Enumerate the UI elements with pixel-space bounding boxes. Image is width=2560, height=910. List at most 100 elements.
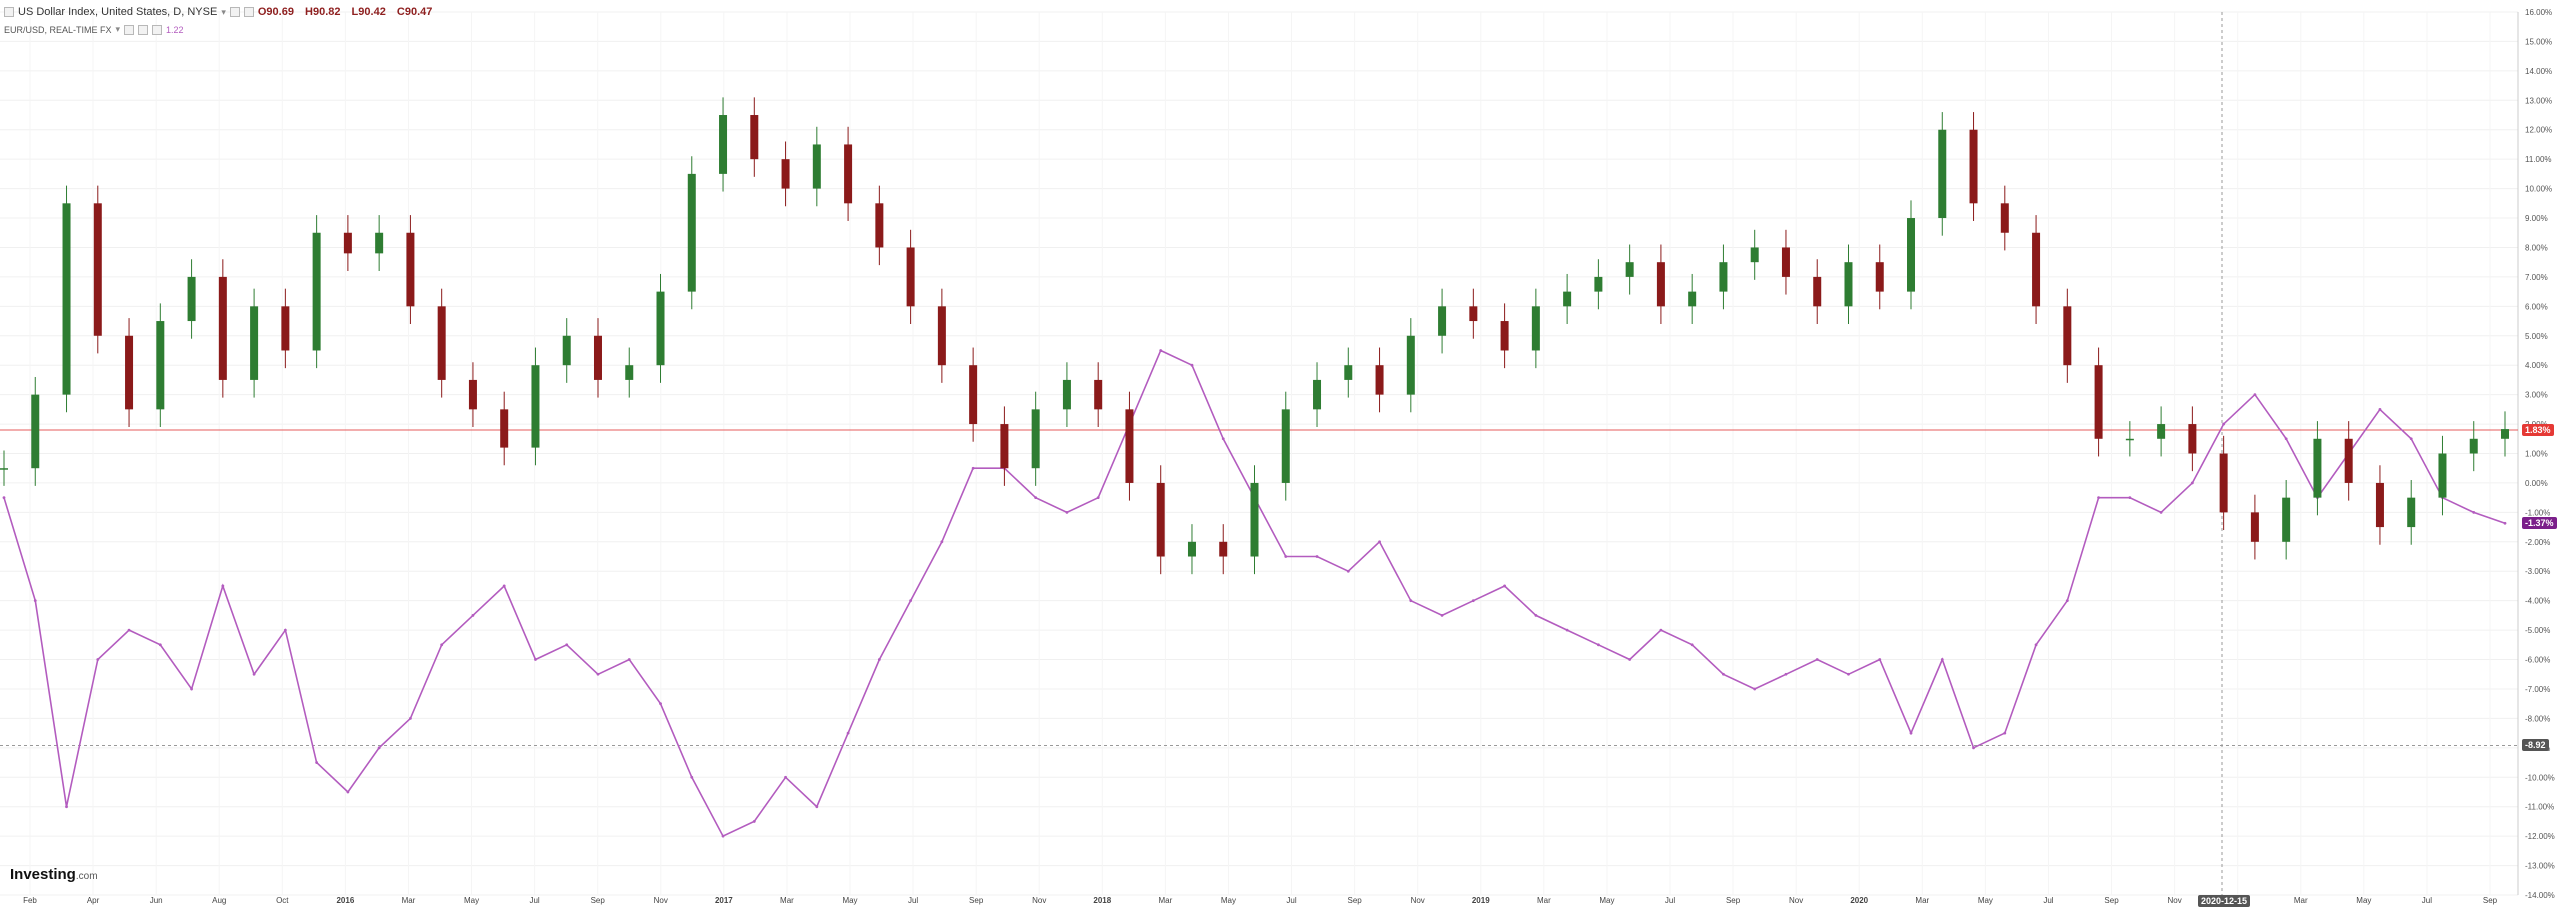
- close-icon[interactable]: [243, 7, 254, 17]
- candle: [2282, 479, 2291, 560]
- candle-body: [1187, 541, 1196, 557]
- x-tick-label: Sep: [969, 896, 984, 905]
- close-icon[interactable]: [152, 24, 163, 35]
- candle: [2000, 185, 2009, 251]
- candle-body: [2344, 438, 2353, 483]
- hide-icon[interactable]: [138, 24, 149, 35]
- eurusd-point: [2003, 731, 2007, 735]
- x-tick-label: Oct: [276, 896, 289, 905]
- candle-body: [187, 276, 196, 322]
- eurusd-point: [65, 805, 68, 809]
- candle: [2094, 347, 2103, 457]
- candle: [0, 450, 8, 486]
- candle-body: [1000, 424, 1009, 469]
- y-tick-label: 15.00%: [2525, 37, 2552, 46]
- eurusd-point: [1284, 555, 1288, 558]
- y-tick-label: -14.00%: [2525, 891, 2555, 900]
- candle-body: [2125, 438, 2134, 441]
- chevron-down-icon[interactable]: ▾: [115, 24, 121, 34]
- eurusd-point: [471, 613, 475, 617]
- candle-body: [781, 159, 790, 189]
- y-tick-label: 8.00%: [2525, 243, 2548, 252]
- x-tick-label: Sep: [1347, 896, 1362, 905]
- candle-body: [1344, 365, 1353, 380]
- y-tick-label: 0.00%: [2525, 479, 2548, 488]
- eurusd-point: [721, 834, 725, 838]
- candle: [1187, 524, 1196, 575]
- x-tick-label: May: [464, 896, 479, 905]
- x-tick-label: 2019: [1472, 896, 1490, 905]
- y-tick-label: -7.00%: [2525, 685, 2550, 694]
- candle: [2250, 494, 2259, 560]
- candle-body: [2094, 365, 2103, 439]
- eurusd-point: [2472, 510, 2476, 514]
- eurusd-point: [1315, 555, 1319, 558]
- last-price-tag: 1.83%: [2522, 423, 2554, 436]
- chevron-down-icon[interactable]: ▾: [221, 6, 226, 17]
- candle-body: [93, 203, 102, 336]
- eurusd-point: [1346, 569, 1350, 573]
- candle-body: [1907, 218, 1916, 292]
- candle: [1031, 391, 1040, 486]
- y-tick-label: -10.00%: [2525, 773, 2555, 782]
- eurusd-point: [1440, 613, 1444, 617]
- candle: [719, 97, 728, 192]
- candle: [562, 318, 571, 383]
- x-tick-label: Nov: [1032, 896, 1046, 905]
- candle: [2313, 421, 2322, 516]
- eurusd-point: [1940, 658, 1944, 661]
- candle-body: [1938, 129, 1947, 219]
- x-tick-label: May: [2356, 896, 2371, 905]
- compare-symbol[interactable]: EUR/USD, REAL-TIME FX: [4, 24, 112, 35]
- candle-body: [531, 365, 540, 448]
- candle: [1907, 200, 1916, 310]
- instrument-title[interactable]: US Dollar Index, United States, D, NYSE: [18, 6, 218, 18]
- candle: [1406, 318, 1415, 413]
- candle-body: [1719, 262, 1728, 292]
- candle: [1531, 288, 1540, 369]
- candle-body: [1375, 365, 1384, 395]
- y-tick-label: 5.00%: [2525, 332, 2548, 341]
- crosshair-y-tag: -8.92: [2522, 739, 2549, 752]
- candle-body: [969, 365, 978, 425]
- candle: [156, 303, 165, 428]
- candle-body: [1500, 321, 1509, 351]
- y-tick-label: 12.00%: [2525, 126, 2552, 135]
- candle-body: [1062, 379, 1071, 410]
- eurusd-point: [1503, 584, 1506, 588]
- x-tick-label: Feb: [23, 896, 37, 905]
- candle: [844, 126, 853, 221]
- eurusd-point: [877, 658, 881, 661]
- candle-body: [125, 335, 134, 410]
- eurusd-point: [1659, 628, 1663, 632]
- candle-body: [1250, 482, 1259, 557]
- y-tick-label: 16.00%: [2525, 8, 2552, 17]
- x-tick-label: Jun: [150, 896, 163, 905]
- eurusd-point: [1972, 746, 1975, 750]
- settings-icon[interactable]: [229, 7, 240, 17]
- candle: [656, 273, 665, 383]
- eurusd-point: [252, 672, 256, 676]
- eurusd-point: [2159, 510, 2163, 514]
- x-tick-label: Jul: [1286, 896, 1296, 905]
- eurusd-point: [346, 790, 350, 794]
- candle: [187, 259, 196, 339]
- eurusd-point: [33, 599, 37, 603]
- candle-body: [2375, 482, 2384, 528]
- eurusd-point: [1378, 540, 1381, 544]
- candle: [343, 215, 352, 272]
- x-tick-label: Sep: [2104, 896, 2119, 905]
- eurusd-point: [2253, 393, 2257, 397]
- candle-body: [1125, 409, 1134, 483]
- eurusd-point: [1815, 658, 1819, 661]
- candle: [1563, 273, 1572, 324]
- collapse-toggle-icon[interactable]: [4, 7, 14, 17]
- settings-icon[interactable]: [124, 24, 135, 35]
- x-tick-label: Sep: [591, 896, 606, 905]
- eurusd-point: [909, 599, 913, 603]
- x-tick-label: Sep: [1726, 896, 1741, 905]
- candle: [1281, 391, 1290, 501]
- candle-body: [1563, 291, 1572, 307]
- eurusd-point: [627, 658, 631, 661]
